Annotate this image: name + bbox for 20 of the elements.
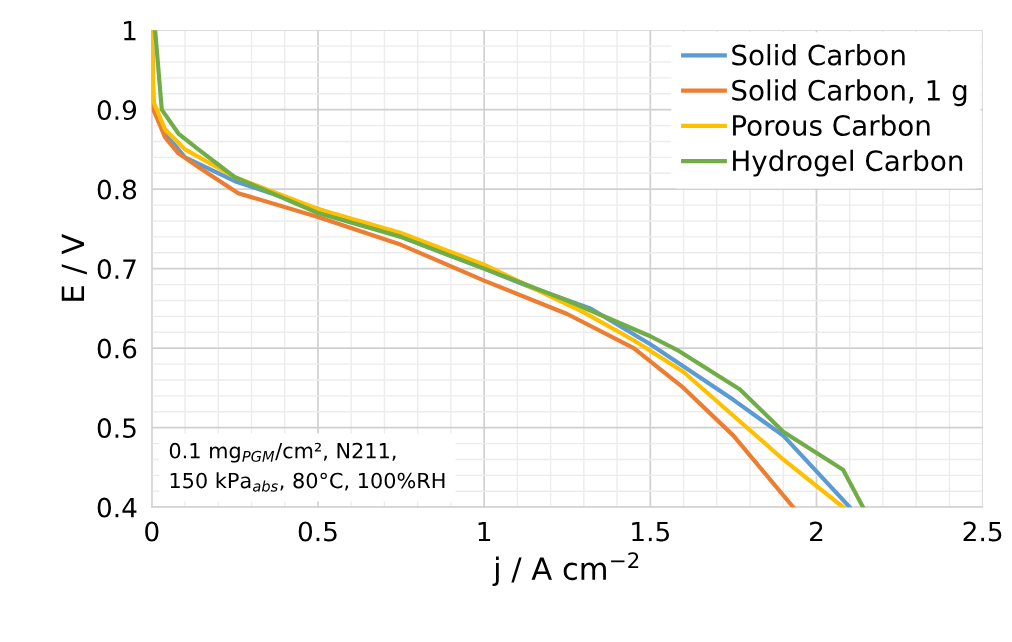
y-tick-label: 0.9 (97, 100, 137, 121)
y-tick-label: 0.7 (97, 259, 136, 280)
x-tick-label: 0.5 (298, 521, 337, 542)
x-tick-label: 1.5 (632, 521, 669, 542)
x-axis-title: j / A cm$^{−2}$ (492, 552, 639, 587)
legend-label: Solid Carbon, 1 g (732, 79, 967, 107)
y-tick-label: 1 (124, 20, 136, 41)
x-tick-label: 2 (810, 521, 823, 542)
y-tick-label: 0.5 (97, 418, 136, 439)
y-tick-label: 0.6 (97, 338, 137, 359)
legend-label: Hydrogel Carbon (733, 149, 963, 177)
text: 0.1 mg$_{PGM}$/cm², N211, 150 kPa$_{abs}$, 80°C, 100%RH (169, 442, 445, 492)
legend-label: Porous Carbon (733, 114, 930, 136)
y-tick-label: 0.4 (97, 497, 137, 518)
x-tick-label: 2.5 (963, 521, 1002, 542)
x-tick-label: 1 (478, 521, 491, 542)
legend-label: Solid Carbon (732, 44, 905, 66)
y-tick-label: 0.8 (97, 179, 137, 200)
y-axis-title: E / V (61, 233, 87, 301)
x-tick-label: 0 (145, 521, 159, 542)
